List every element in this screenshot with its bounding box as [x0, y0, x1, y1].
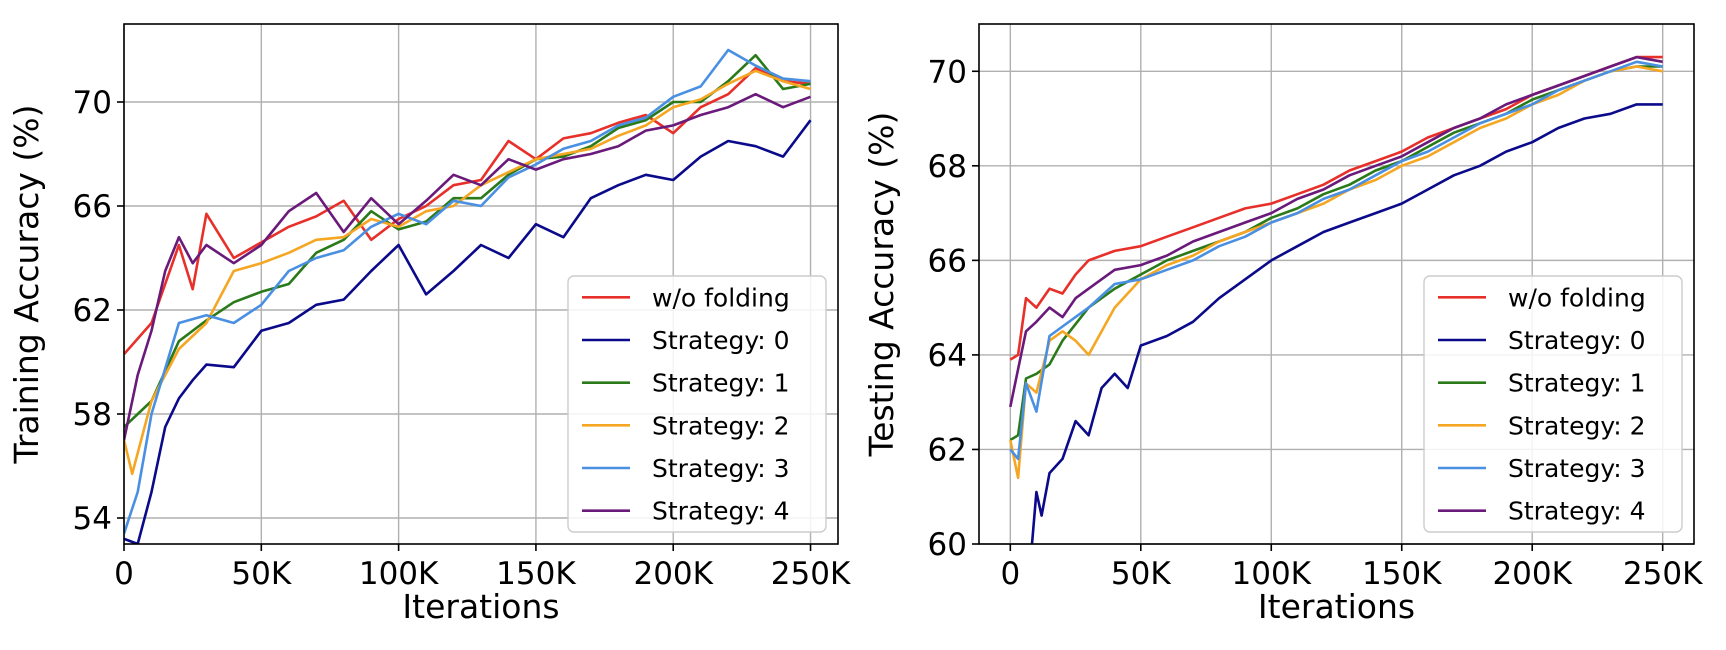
y-axis-label: Testing Accuracy (%): [862, 112, 901, 458]
x-tick-label: 200K: [1492, 556, 1572, 592]
legend-label-5: Strategy: 4: [652, 497, 790, 526]
series-line-0: [124, 66, 811, 356]
y-tick-label: 62: [928, 432, 967, 468]
series-line-4: [1009, 60, 1663, 461]
series-line-3: [124, 69, 811, 476]
legend-label-2: Strategy: 1: [1508, 369, 1646, 398]
legend-box: [567, 275, 827, 533]
series-line-4: [124, 48, 811, 535]
series-line-1: [1030, 103, 1663, 544]
legend-label-4: Strategy: 3: [652, 454, 790, 483]
series-line-5: [1009, 55, 1663, 408]
series-line-5: [124, 92, 811, 441]
plot-frame: [978, 23, 1695, 545]
legend-label-1: Strategy: 0: [1508, 326, 1646, 355]
x-tick-label: 150K: [1362, 556, 1442, 592]
plot-frame: [123, 23, 839, 545]
y-tick-label: 54: [73, 501, 112, 537]
training-accuracy-chart: 0 50K 100K 150K 200K 250K 54 58 62 66 70 Iterations…: [7, 23, 851, 626]
legend-label-3: Strategy: 2: [1508, 411, 1646, 440]
y-tick-label: 60: [928, 527, 967, 563]
legend-label-4: Strategy: 3: [1508, 454, 1646, 483]
legend-label-0: w/o folding: [1508, 283, 1646, 312]
legend: w/o folding Strategy: 0 Strategy: 1 Strateg…: [567, 275, 827, 533]
x-axis-label: Iterations: [1258, 587, 1415, 626]
series-line-2: [1009, 65, 1663, 442]
legend-box: [1423, 275, 1683, 533]
legend-label-3: Strategy: 2: [652, 411, 790, 440]
y-tick-label: 70: [73, 85, 112, 121]
x-tick-label: 0: [114, 556, 134, 592]
series-line-1: [124, 119, 812, 544]
legend-label-5: Strategy: 4: [1508, 497, 1646, 526]
y-tick-label: 62: [73, 293, 112, 329]
x-tick-label: 150K: [496, 556, 576, 592]
y-tick-label: 70: [928, 54, 967, 90]
x-tick-label: 200K: [633, 556, 713, 592]
y-axis-label: Training Accuracy (%): [7, 105, 46, 465]
legend-label-0: w/o folding: [652, 283, 790, 312]
legend-label-2: Strategy: 1: [652, 369, 790, 398]
x-tick-label: 250K: [771, 556, 851, 592]
y-tick-label: 66: [73, 189, 112, 225]
x-tick-label: 100K: [359, 556, 439, 592]
legend: w/o folding Strategy: 0 Strategy: 1 Strateg…: [1423, 275, 1683, 533]
x-tick-label: 50K: [231, 556, 291, 592]
legend-label-1: Strategy: 0: [652, 326, 790, 355]
y-tick-label: 66: [928, 243, 967, 279]
x-tick-label: 100K: [1232, 556, 1312, 592]
x-tick-label: 250K: [1623, 556, 1703, 592]
y-tick-label: 58: [73, 397, 112, 433]
x-tick-label: 50K: [1111, 556, 1171, 592]
testing-accuracy-chart: 0 50K 100K 150K 200K 250K 60 62 64 66 68 70 Iteratio…: [862, 23, 1703, 626]
x-axis-label: Iterations: [402, 587, 559, 626]
y-tick-label: 68: [928, 149, 967, 185]
x-tick-label: 0: [1000, 556, 1020, 592]
y-tick-label: 64: [928, 338, 967, 374]
